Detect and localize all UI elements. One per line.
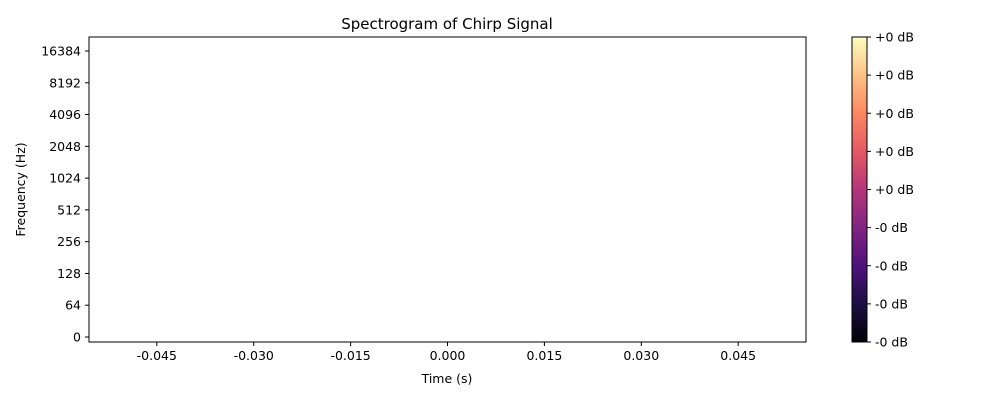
colorbar-tick-label: -0 dB — [875, 335, 908, 350]
colorbar-tick-label: -0 dB — [875, 258, 908, 273]
y-tick-label: 512 — [57, 202, 81, 217]
x-axis-label: Time (s) — [421, 371, 473, 386]
y-axis: 0 64 128 256 512 1024 2048 4096 8192 16384 — [41, 44, 89, 345]
colorbar-tick-label: -0 dB — [875, 296, 908, 311]
y-tick-label: 4096 — [49, 107, 81, 122]
y-tick-label: 16384 — [41, 44, 81, 59]
colorbar-tick-label: +0 dB — [875, 68, 914, 83]
x-tick-label: -0.045 — [137, 348, 177, 363]
chart-title: Spectrogram of Chirp Signal — [341, 15, 553, 33]
x-tick-label: -0.030 — [234, 348, 274, 363]
x-axis: -0.045 -0.030 -0.015 0.000 0.015 0.030 0.045 — [137, 342, 756, 363]
x-tick-label: 0.030 — [623, 348, 659, 363]
colorbar-tick-label: +0 dB — [875, 30, 914, 45]
y-tick-label: 128 — [57, 266, 81, 281]
y-tick-label: 2048 — [49, 139, 81, 154]
colorbar — [851, 36, 868, 343]
y-tick-label: 64 — [65, 298, 81, 313]
x-tick-label: 0.000 — [430, 348, 466, 363]
y-tick-label: 0 — [73, 330, 81, 345]
colorbar-tick-label: -0 dB — [875, 220, 908, 235]
colorbar-axis: -0 dB -0 dB -0 dB -0 dB +0 dB +0 dB +0 dB +0 dB… — [867, 30, 914, 350]
y-axis-label: Frequency (Hz) — [13, 142, 28, 236]
x-tick-label: 0.015 — [526, 348, 562, 363]
y-tick-label: 1024 — [49, 171, 81, 186]
y-tick-label: 256 — [57, 234, 81, 249]
colorbar-tick-label: +0 dB — [875, 106, 914, 121]
colorbar-tick-label: +0 dB — [875, 182, 914, 197]
x-tick-label: 0.045 — [720, 348, 756, 363]
colorbar-tick-label: +0 dB — [875, 144, 914, 159]
y-tick-label: 8192 — [49, 75, 81, 90]
x-tick-label: -0.015 — [330, 348, 370, 363]
plot-area — [88, 36, 807, 343]
